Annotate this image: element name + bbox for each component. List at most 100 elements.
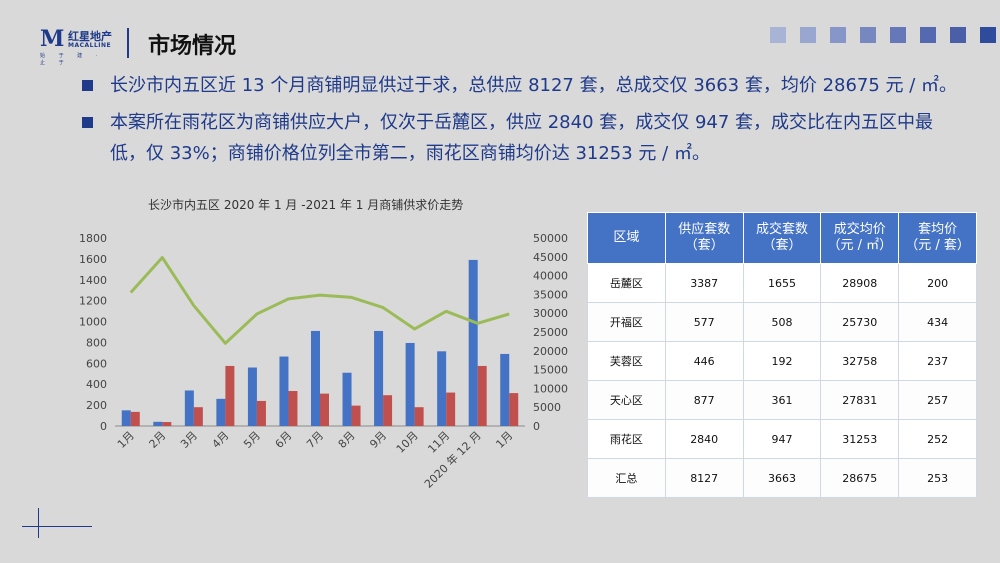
x-tick-label: 5月: [241, 429, 263, 451]
decorative-square: [860, 27, 876, 43]
table-cell: 508: [742, 302, 822, 342]
table-cell: 200: [898, 263, 977, 303]
decorative-square: [890, 27, 906, 43]
table-header-row: 区域 供应套数 （套） 成交套数 （套） 成交均价 （元 / ㎡） 套均价 （元 / 套）: [587, 212, 977, 264]
bar-deals: [351, 405, 361, 426]
table-cell: 25730: [820, 302, 900, 342]
table-row: 雨花区 2840 947 31253 252: [587, 419, 977, 459]
table-body: 岳麓区 3387 1655 28908 200 开福区 577 508 25730 434 芙蓉区 4…: [587, 263, 977, 498]
bar-supply: [405, 342, 415, 426]
bar-supply: [216, 398, 226, 426]
table-cell: 446: [664, 341, 744, 381]
x-tick-label: 1月: [493, 429, 515, 451]
table-header-cell: 成交均价 （元 / ㎡）: [820, 212, 900, 264]
table-cell: 3387: [664, 263, 744, 303]
table-cell: 汇总: [587, 458, 666, 498]
x-tick-label: 8月: [336, 429, 358, 451]
table-cell: 257: [898, 380, 977, 420]
table-cell: 雨花区: [587, 419, 666, 459]
x-tick-label: 2月: [147, 429, 169, 451]
brand-logo: M 红星地产 MACALLINE 始 于 建 · 止 于: [40, 26, 120, 66]
bar-supply: [500, 353, 510, 426]
bar-supply: [279, 356, 289, 426]
x-tick-label: 1月: [115, 429, 137, 451]
x-tick-label: 6月: [273, 429, 295, 451]
table-cell: 32758: [820, 341, 900, 381]
x-tick-label: 7月: [304, 429, 326, 451]
table-cell: 28675: [820, 458, 900, 498]
district-table: 区域 供应套数 （套） 成交套数 （套） 成交均价 （元 / ㎡） 套均价 （元 / 套） 岳麓…: [587, 212, 977, 498]
decorative-square: [800, 27, 816, 43]
y-left-tick-label: 1000: [79, 316, 107, 329]
bar-supply: [374, 330, 384, 426]
logo-name-en: MACALLINE: [68, 42, 112, 49]
y-right-tick-label: 0: [533, 420, 540, 433]
table-cell: 1655: [742, 263, 822, 303]
table-cell: 芙蓉区: [587, 341, 666, 381]
bullet-list: 长沙市内五区近 13 个月商铺明显供过于求，总供应 8127 套，总成交仅 36…: [80, 70, 960, 175]
table-cell: 947: [742, 419, 822, 459]
bar-deals: [477, 365, 487, 426]
bar-supply: [342, 372, 352, 426]
y-right-tick-label: 30000: [533, 307, 568, 320]
table-header-cell: 区域: [587, 212, 666, 264]
y-right-tick-label: 45000: [533, 251, 568, 264]
table-cell: 3663: [742, 458, 822, 498]
y-left-tick-label: 1200: [79, 295, 107, 308]
decorative-square: [980, 27, 996, 43]
x-tick-label: 11月: [425, 429, 452, 456]
y-left-tick-label: 1600: [79, 253, 107, 266]
bar-supply: [437, 351, 447, 426]
table-cell: 28908: [820, 263, 900, 303]
table-cell: 252: [898, 419, 977, 459]
bar-supply: [311, 330, 320, 426]
x-tick-label: 2020 年 12 月: [421, 428, 484, 491]
bullet-item: 本案所在雨花区为商铺供应大户，仅次于岳麓区，供应 2840 套，成交仅 947 …: [80, 107, 960, 169]
bar-deals: [320, 393, 329, 426]
y-right-tick-label: 25000: [533, 326, 568, 339]
table-row: 汇总 8127 3663 28675 253: [587, 458, 977, 498]
table-cell: 8127: [664, 458, 744, 498]
table-cell: 2840: [664, 419, 744, 459]
x-tick-label: 3月: [178, 429, 200, 451]
table-cell: 577: [664, 302, 744, 342]
title-divider: [127, 28, 129, 58]
decorative-squares: [770, 27, 996, 43]
table-cell: 天心区: [587, 380, 666, 420]
line-avg-price: [129, 256, 510, 345]
bar-supply: [153, 421, 163, 426]
bar-deals: [383, 395, 393, 426]
table-cell: 岳麓区: [587, 263, 666, 303]
y-left-tick-label: 200: [86, 399, 107, 412]
bullet-text: 长沙市内五区近 13 个月商铺明显供过于求，总供应 8127 套，总成交仅 36…: [110, 75, 958, 96]
bar-deals: [288, 391, 298, 426]
decorative-square: [950, 27, 966, 43]
y-right-tick-label: 15000: [533, 364, 568, 377]
table-row: 开福区 577 508 25730 434: [587, 302, 977, 342]
x-tick-label: 4月: [210, 429, 232, 451]
y-right-tick-label: 50000: [533, 232, 568, 245]
bullet-square-icon: [82, 80, 93, 91]
table-cell: 237: [898, 341, 977, 381]
y-left-tick-label: 600: [86, 357, 107, 370]
bar-deals: [446, 392, 456, 426]
table-header-cell: 套均价 （元 / 套）: [898, 212, 977, 264]
table-cell: 361: [742, 380, 822, 420]
bar-supply: [184, 390, 194, 426]
table-cell: 253: [898, 458, 977, 498]
y-left-tick-label: 1800: [79, 232, 107, 245]
y-left-tick-label: 800: [86, 336, 107, 349]
bar-supply: [468, 259, 478, 426]
table-cell: 434: [898, 302, 977, 342]
table-cell: 31253: [820, 419, 900, 459]
table-cell: 开福区: [587, 302, 666, 342]
supply-demand-chart: 0 200 400 600 800 1000 1200 1400 1600 1800 0 5000 10…: [79, 232, 568, 491]
page-title: 市场情况: [148, 34, 237, 59]
bar-deals: [414, 407, 424, 426]
bar-deals: [509, 393, 519, 426]
logo-name-cn: 红星地产: [68, 30, 112, 43]
decorative-square: [920, 27, 936, 43]
table-cell: 877: [664, 380, 744, 420]
bar-deals: [193, 407, 203, 426]
y-right-tick-label: 20000: [533, 345, 568, 358]
